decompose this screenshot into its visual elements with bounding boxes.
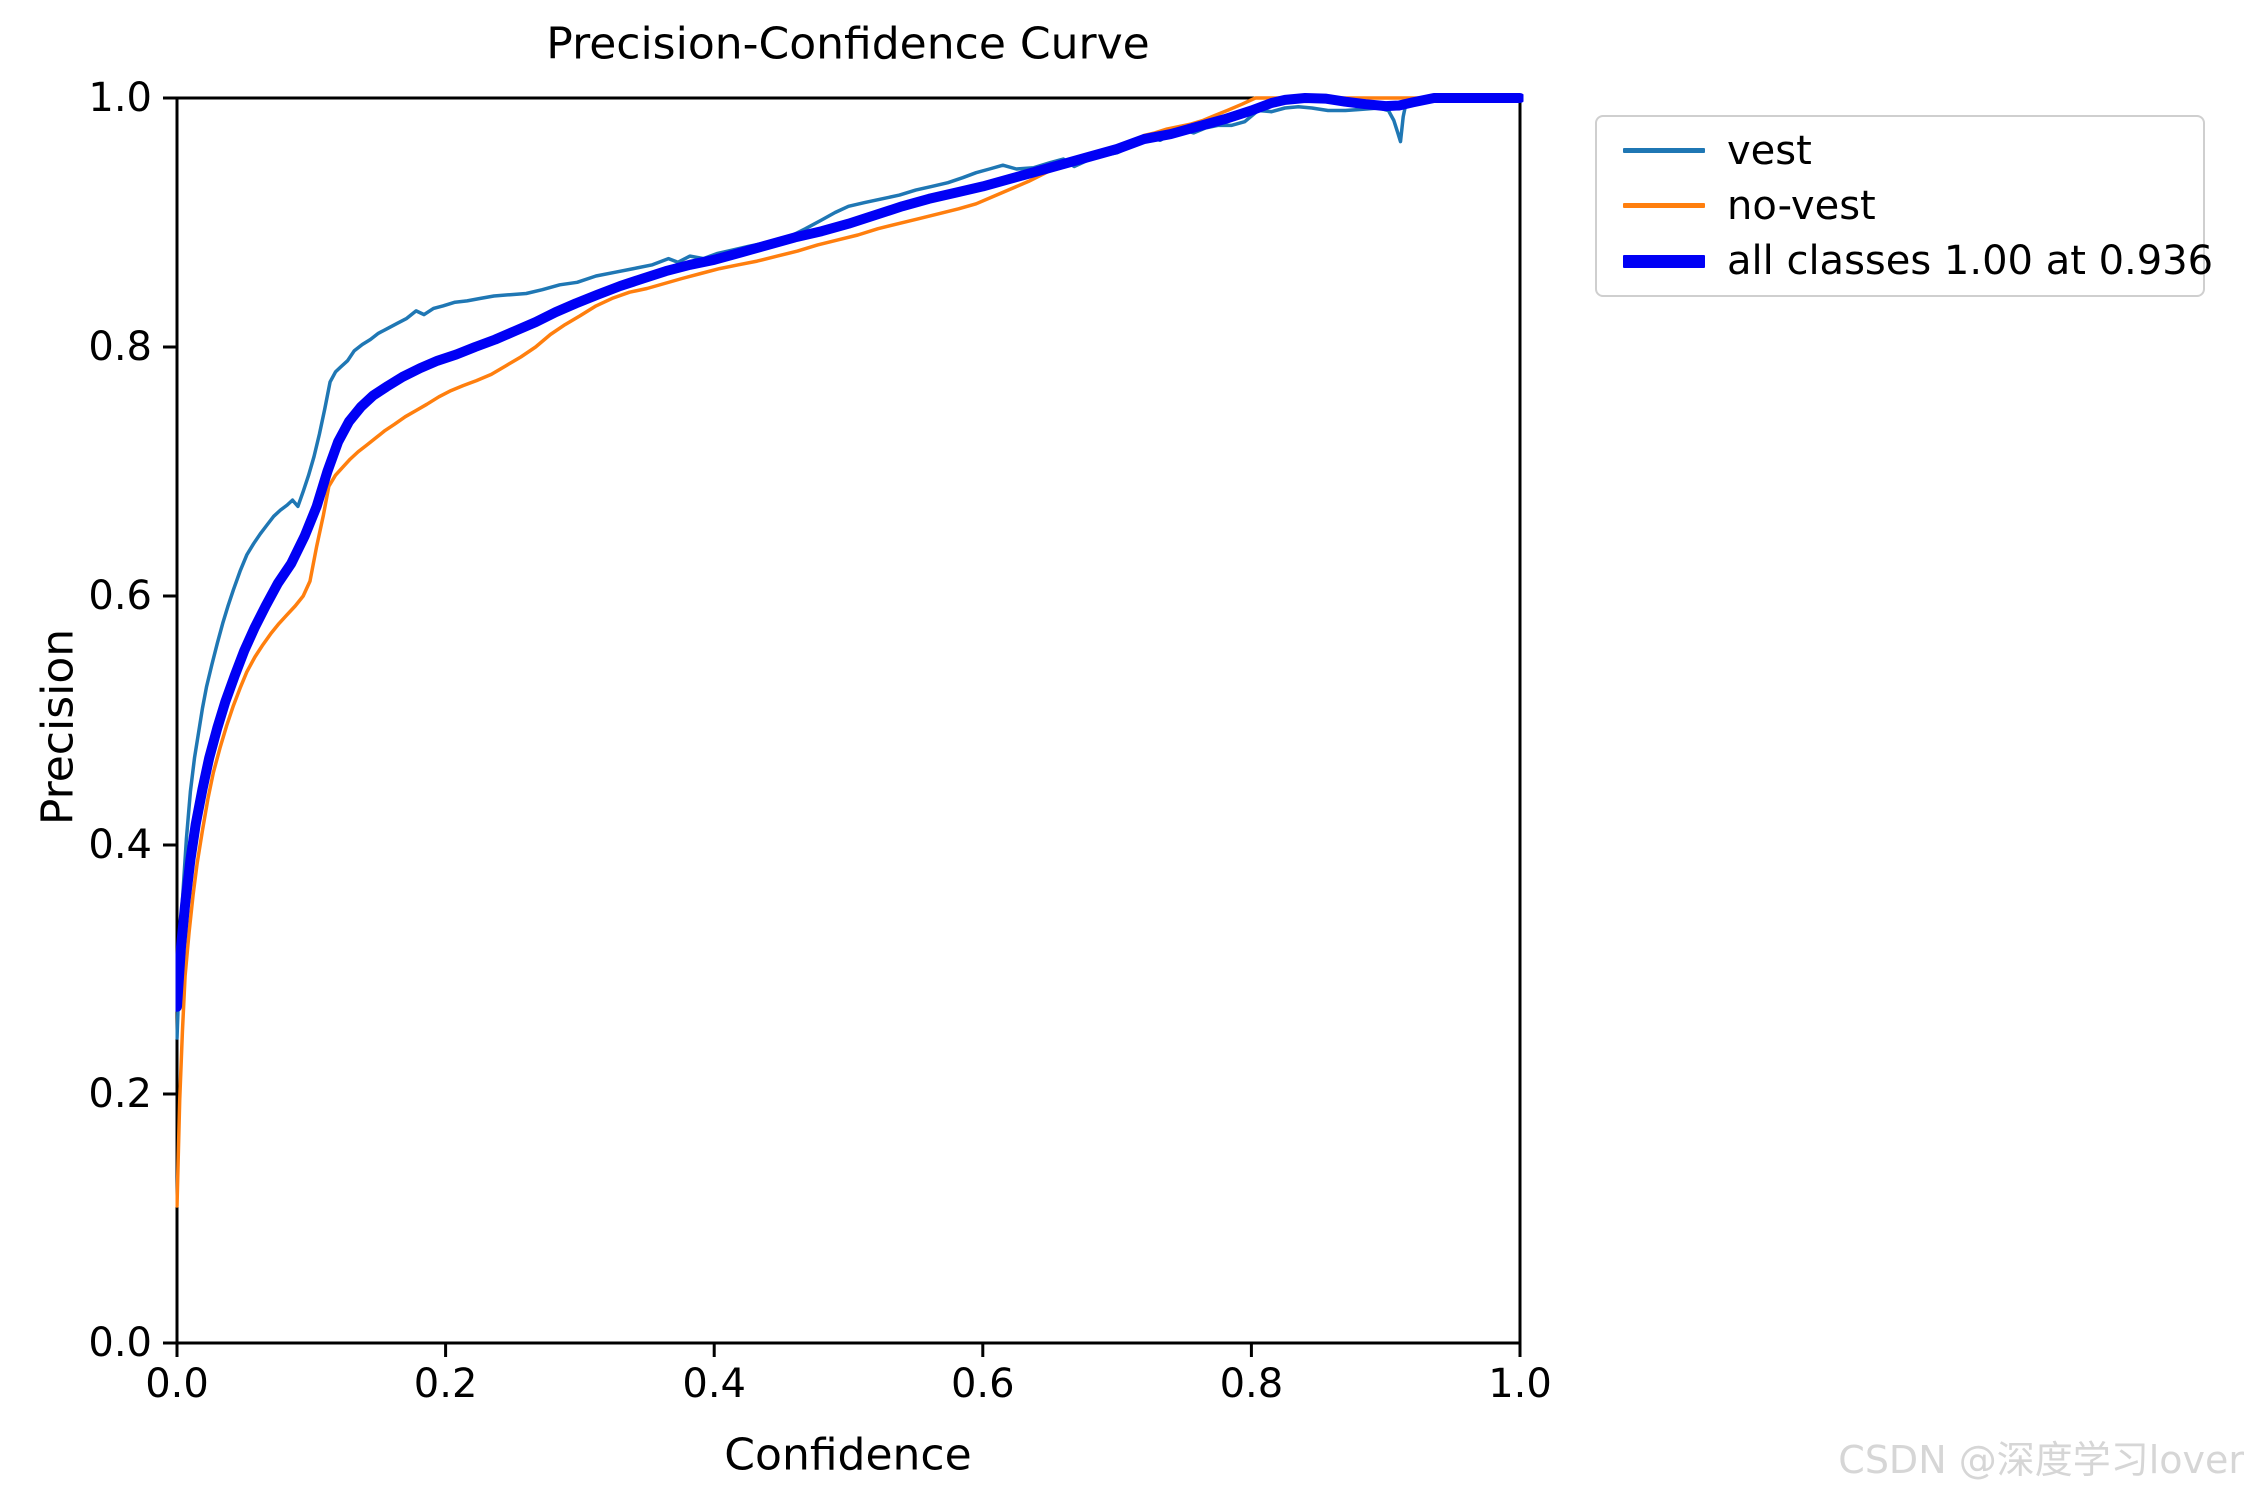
legend: vest no-vest all classes 1.00 at 0.936 xyxy=(1595,115,2213,297)
x-tick-label: 0.4 xyxy=(682,1361,746,1407)
y-tick-label: 1.0 xyxy=(88,75,152,121)
axis-ticks xyxy=(163,96,1522,1357)
legend-item-all-classes: all classes 1.00 at 0.936 xyxy=(1597,238,2213,284)
y-tick-label: 0.8 xyxy=(88,324,152,370)
y-tick-label: 0.4 xyxy=(88,822,152,868)
x-axis-label: Confidence xyxy=(724,1429,972,1481)
legend-label: all classes 1.00 at 0.936 xyxy=(1727,238,2214,285)
x-tick-label: 1.0 xyxy=(1488,1361,1552,1407)
curve-no-vest xyxy=(175,96,1522,1208)
x-tick-label: 0.0 xyxy=(145,1361,209,1407)
watermark: CSDN @深度学习lover xyxy=(1838,1438,2244,1482)
legend-label: no-vest xyxy=(1727,182,1876,229)
y-tick-label: 0.6 xyxy=(88,573,152,619)
curves-layer xyxy=(175,93,1524,1208)
all-classes-line-swatch xyxy=(1623,254,1705,268)
curve-all xyxy=(175,93,1524,1012)
x-tick-label: 0.6 xyxy=(950,1361,1015,1407)
chart-title: Precision-Confidence Curve xyxy=(546,18,1150,70)
vest-line-swatch xyxy=(1623,148,1705,154)
plot-border xyxy=(175,96,1522,1345)
legend-item-no-vest: no-vest xyxy=(1597,183,2203,229)
curve-vest xyxy=(175,96,1522,1040)
y-axis-label: Precision xyxy=(32,628,84,826)
legend-label: vest xyxy=(1727,127,1812,174)
y-tick-label: 0.0 xyxy=(88,1320,152,1366)
legend-item-vest: vest xyxy=(1597,128,2203,174)
no-vest-line-swatch xyxy=(1623,203,1705,209)
x-tick-label: 0.8 xyxy=(1219,1361,1284,1407)
y-tick-label: 0.2 xyxy=(88,1071,152,1117)
x-tick-label: 0.2 xyxy=(413,1361,478,1407)
